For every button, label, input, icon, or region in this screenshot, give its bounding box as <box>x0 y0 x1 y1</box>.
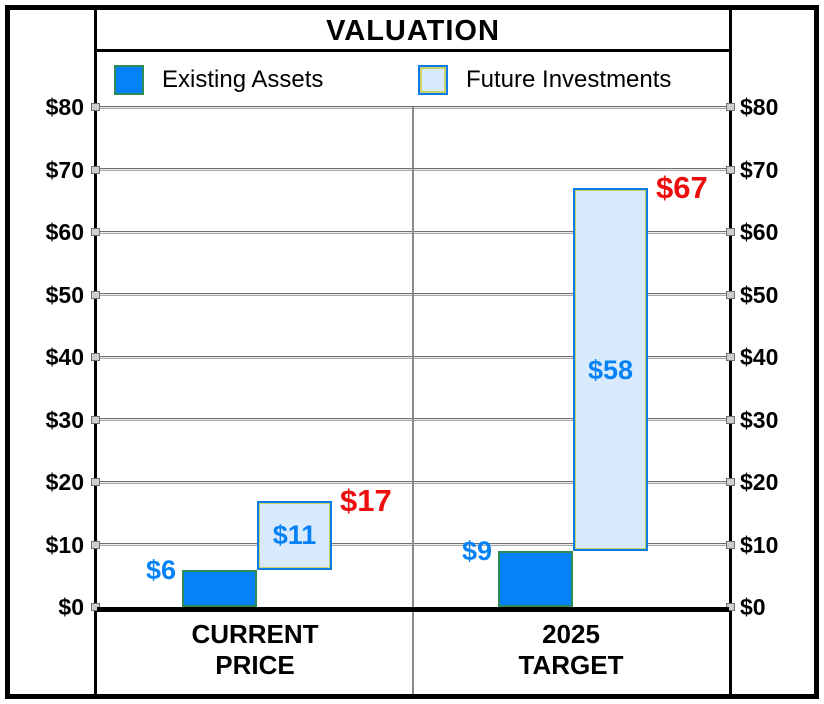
legend-item-existing: Existing Assets <box>114 52 323 107</box>
gridline-marker <box>91 290 100 299</box>
plot-area: $6 $11 $17 $9 $58 $67 <box>91 103 735 611</box>
gridline-marker <box>91 540 100 549</box>
gridline-marker <box>726 478 735 486</box>
y-tick-label: $30 <box>45 406 84 433</box>
gridline-marker <box>726 415 735 424</box>
y-tick-label: $10 <box>740 531 779 558</box>
y-tick-label: $50 <box>45 281 84 308</box>
legend-label: Existing Assets <box>162 65 324 93</box>
gridline-marker <box>726 353 735 361</box>
plot-left-frame-line <box>94 10 97 694</box>
existing-value-label: $9 <box>461 535 492 566</box>
y-tick-label: $70 <box>740 156 779 183</box>
gridline-marker <box>91 103 100 111</box>
category-divider <box>412 612 414 694</box>
future-value-label: $58 <box>587 354 634 385</box>
y-tick-label: $10 <box>45 531 84 558</box>
chart-center-area: VALUATION Existing Assets Future Investme… <box>91 10 735 694</box>
x-category-label-line: PRICE <box>215 650 295 680</box>
total-value-label: $67 <box>656 170 708 206</box>
category-divider <box>412 107 414 607</box>
total-value-label: $17 <box>340 482 392 518</box>
gridline-marker <box>91 415 100 424</box>
y-axis-left: $80 $70 $60 $50 $40 $30 $20 $10 $0 <box>10 10 88 694</box>
title-box: VALUATION <box>97 10 729 49</box>
x-category-label-line: 2025 <box>542 619 600 649</box>
x-category-label: CURRENT PRICE <box>97 619 413 681</box>
y-tick-label: $40 <box>740 344 779 370</box>
y-tick-label: $40 <box>45 344 84 370</box>
y-tick-label: $20 <box>740 469 779 495</box>
y-tick-label: $80 <box>740 94 779 120</box>
chart-title: VALUATION <box>326 15 500 47</box>
y-axis-right: $80 $70 $60 $50 $40 $30 $20 $10 $0 <box>738 10 814 694</box>
legend-item-future: Future Investments <box>418 52 671 107</box>
gridline-marker <box>91 353 100 361</box>
y-tick-label: $80 <box>45 94 84 120</box>
bar-future-investments <box>573 188 648 551</box>
y-tick-label: $60 <box>740 219 779 245</box>
gridline-marker <box>91 478 100 486</box>
existing-value-label: $6 <box>145 554 176 585</box>
legend: Existing Assets Future Investments <box>97 52 729 107</box>
legend-swatch-future-icon <box>418 64 448 95</box>
x-category-label-line: CURRENT <box>191 619 319 649</box>
chart-outer-frame: $80 $70 $60 $50 $40 $30 $20 $10 $0 $80 $70 $60 $50 $… <box>5 5 819 699</box>
gridline-marker <box>726 540 735 549</box>
gridline-marker <box>91 165 100 174</box>
bar-existing-assets <box>182 569 257 607</box>
y-tick-label: $60 <box>45 219 84 245</box>
gridline-marker <box>91 228 100 236</box>
y-tick-label: $20 <box>45 469 84 495</box>
legend-label: Future Investments <box>466 65 672 93</box>
gridline-marker <box>726 290 735 299</box>
gridline-marker <box>726 228 735 236</box>
y-tick-label: $0 <box>740 594 766 620</box>
legend-swatch-existing-icon <box>114 64 144 95</box>
title-separator-line <box>97 49 729 52</box>
gridline-marker <box>726 103 735 111</box>
x-category-label-line: TARGET <box>518 650 624 680</box>
gridline-marker <box>726 165 735 174</box>
y-tick-label: $30 <box>740 406 779 433</box>
category-strip: CURRENT PRICE 2025 TARGET <box>97 612 729 694</box>
x-category-label: 2025 TARGET <box>413 619 729 681</box>
y-tick-label: $0 <box>58 594 84 620</box>
x-axis-baseline <box>97 607 729 612</box>
future-value-label: $11 <box>272 520 317 551</box>
y-tick-label: $70 <box>45 156 84 183</box>
bar-existing-assets <box>498 550 573 607</box>
y-tick-label: $50 <box>740 281 779 308</box>
bar-future-investments <box>257 500 332 570</box>
plot-right-frame-line <box>729 10 732 694</box>
